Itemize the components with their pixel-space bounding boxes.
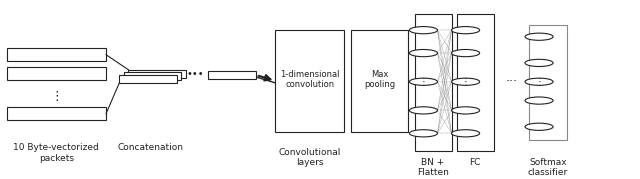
Circle shape	[525, 33, 553, 40]
Circle shape	[410, 49, 438, 57]
Text: ⋮: ⋮	[534, 77, 544, 87]
Bar	[208, 71, 256, 79]
Text: ⋮: ⋮	[50, 90, 63, 103]
Text: 10 Byte-vectorized
packets: 10 Byte-vectorized packets	[13, 143, 99, 163]
Bar	[351, 30, 408, 132]
Text: •••: •••	[187, 69, 204, 79]
Text: ⋮: ⋮	[461, 77, 470, 87]
Text: Convolutional
layers: Convolutional layers	[278, 148, 341, 167]
Bar	[275, 30, 344, 132]
Text: 1-dimensional
convolution: 1-dimensional convolution	[280, 70, 340, 89]
Circle shape	[410, 107, 438, 114]
Circle shape	[452, 107, 479, 114]
Bar	[7, 107, 106, 120]
Text: FC: FC	[470, 158, 481, 167]
Bar	[129, 70, 186, 78]
Circle shape	[452, 130, 479, 137]
Text: Max
pooling: Max pooling	[364, 70, 395, 89]
Text: ···: ···	[506, 75, 518, 88]
Circle shape	[525, 59, 553, 67]
Circle shape	[452, 78, 479, 85]
Text: Softmax
classifier: Softmax classifier	[528, 158, 568, 177]
Bar	[120, 75, 177, 83]
Bar	[7, 67, 106, 80]
Circle shape	[410, 78, 438, 85]
Text: ⋮: ⋮	[419, 77, 428, 87]
Bar	[529, 25, 566, 140]
Bar	[7, 48, 106, 61]
Bar	[415, 14, 452, 151]
Bar	[457, 14, 493, 151]
Circle shape	[452, 49, 479, 57]
Circle shape	[525, 97, 553, 104]
Circle shape	[410, 130, 438, 137]
Text: Concatenation: Concatenation	[118, 143, 184, 152]
Circle shape	[410, 26, 438, 34]
Bar	[124, 72, 181, 80]
Circle shape	[452, 26, 479, 34]
Circle shape	[525, 78, 553, 85]
Text: BN +
Flatten: BN + Flatten	[417, 158, 449, 177]
Circle shape	[525, 123, 553, 130]
